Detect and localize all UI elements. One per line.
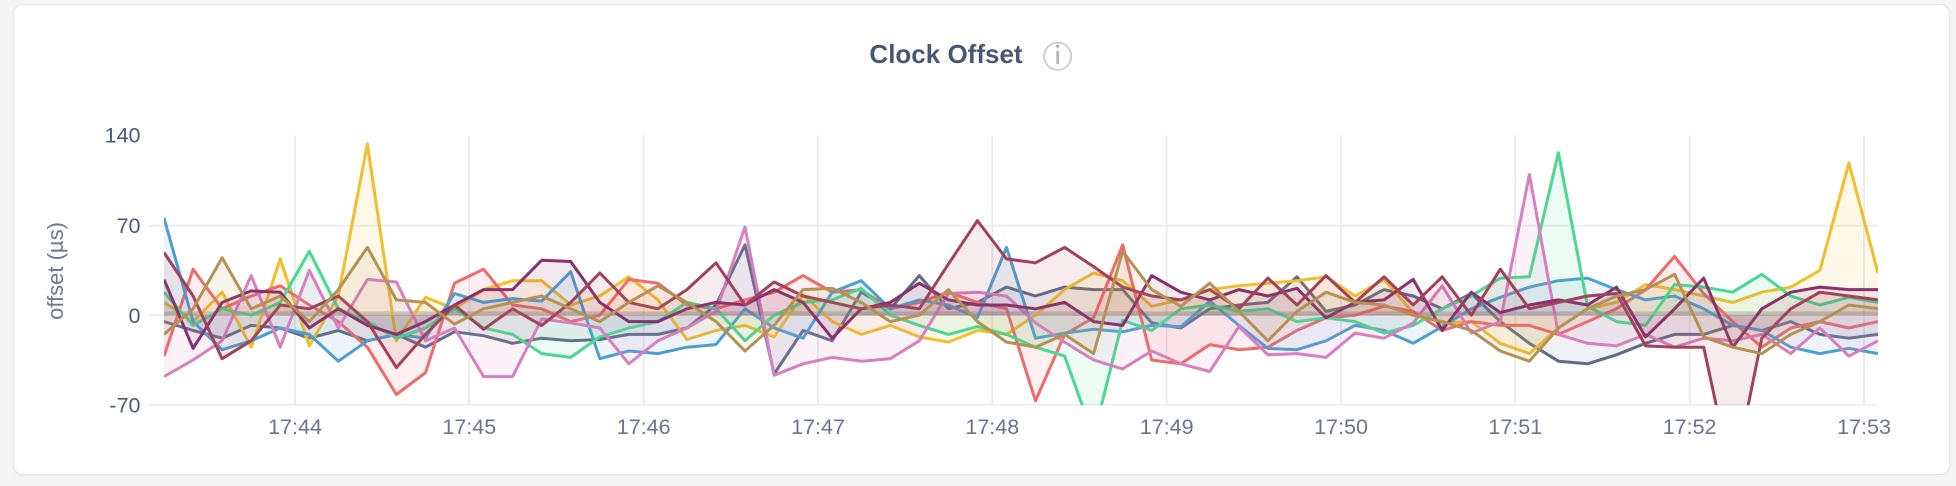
svg-text:17:44: 17:44 bbox=[268, 415, 322, 439]
svg-text:70: 70 bbox=[117, 214, 141, 238]
svg-text:17:53: 17:53 bbox=[1837, 415, 1891, 439]
svg-text:17:47: 17:47 bbox=[791, 415, 845, 439]
svg-text:17:45: 17:45 bbox=[442, 415, 496, 439]
svg-text:Clock Offset: Clock Offset bbox=[869, 39, 1022, 69]
svg-text:17:52: 17:52 bbox=[1663, 415, 1717, 439]
svg-text:offset (µs): offset (µs) bbox=[43, 222, 68, 320]
svg-text:-70: -70 bbox=[109, 394, 140, 418]
svg-text:17:49: 17:49 bbox=[1140, 415, 1194, 439]
svg-text:17:48: 17:48 bbox=[965, 415, 1019, 439]
svg-text:0: 0 bbox=[129, 304, 141, 328]
svg-text:17:46: 17:46 bbox=[617, 415, 671, 439]
svg-text:140: 140 bbox=[105, 124, 141, 148]
svg-text:17:51: 17:51 bbox=[1488, 415, 1542, 439]
svg-text:17:50: 17:50 bbox=[1314, 415, 1368, 439]
